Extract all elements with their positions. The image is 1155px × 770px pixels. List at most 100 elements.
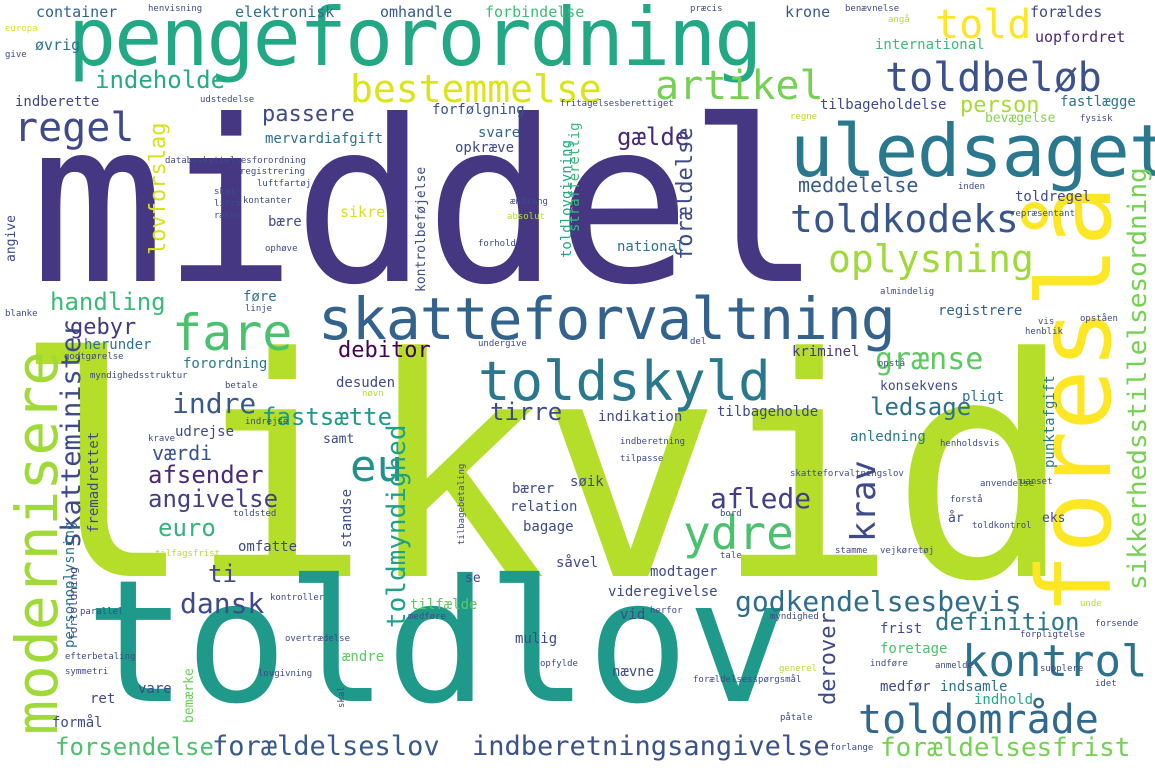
word-se: se xyxy=(465,571,481,586)
word-samt: samt xyxy=(323,432,355,447)
word-gebyr: gebyr xyxy=(70,315,137,340)
word-kontanter: kontanter xyxy=(243,196,292,206)
word-regel: regel xyxy=(14,105,135,151)
word-modtager: modtager xyxy=(650,564,718,580)
word-supplere: generel xyxy=(779,664,817,674)
word-uledsaget: uledsaget xyxy=(790,109,1155,193)
word-fastlaegge: fastlægge xyxy=(1060,94,1136,110)
word-meddelelse: meddelelse xyxy=(798,173,919,197)
word-toldkodeks: toldkodeks xyxy=(790,197,1019,241)
word-toldsted: anvendelse xyxy=(980,479,1035,489)
word-forbindelse: forbindelse xyxy=(485,3,585,21)
word-regne: regne xyxy=(790,112,818,122)
word-standse: standse xyxy=(339,488,355,548)
word-naa: ændring xyxy=(510,197,548,207)
word-luftfartoej: luftfartøj xyxy=(257,179,312,189)
word-indhold: indhold xyxy=(974,692,1034,708)
word-godkendelsesbevis: godkendelsesbevis xyxy=(735,585,1022,618)
word-fastsaette: fastsætte xyxy=(262,403,393,431)
word-pligt: pligt xyxy=(962,389,1005,405)
word-tilfaelde: tilfælde xyxy=(410,597,478,613)
word-indberetningsangivelse: indberetningsangivelse xyxy=(472,731,830,762)
word-kontroller: stamme xyxy=(835,546,868,556)
word-medfoer: medfør xyxy=(880,679,931,695)
word-indeholde: indeholde xyxy=(95,66,226,94)
word-bemaerke: bemærke xyxy=(182,668,197,723)
word-godtgoerelse: godtgørelse xyxy=(64,352,124,362)
word-told: told xyxy=(935,2,1032,48)
word-paatale: supplere xyxy=(1040,664,1084,674)
word-angaa: angå xyxy=(888,15,910,25)
word-formaal: formål xyxy=(52,715,103,731)
word-soeik: søik xyxy=(570,474,604,490)
word-myndighedsstruktur: myndighedsstruktur xyxy=(90,371,188,381)
word-kriminel: kriminel xyxy=(792,344,860,360)
word-relation: relation xyxy=(510,499,578,515)
word-baerer: bærer xyxy=(512,481,555,497)
word-fritagelsesberettiget: fritagelsesberettiget xyxy=(560,99,674,109)
word-indrejse: indrejse xyxy=(245,417,289,427)
word-fysisk: fysisk xyxy=(1080,114,1113,124)
word-ret: ret xyxy=(90,691,116,707)
word-angivelse: angivelse xyxy=(148,485,279,513)
word-aendring: forlange xyxy=(830,743,874,753)
word-toldkontrol: tale xyxy=(720,551,742,561)
word-oplysning: oplysning xyxy=(828,237,1034,281)
word-krone: krone xyxy=(785,3,831,21)
word-tilbageholde: tilbageholde xyxy=(717,404,819,420)
word-foraeldelseslov: forældelseslov xyxy=(212,731,440,762)
word-vaerdi: værdi xyxy=(152,441,213,465)
word-unde: toldkontrol xyxy=(972,521,1032,531)
word-opfylde: efterbetaling xyxy=(65,652,136,662)
word-international: international xyxy=(875,37,985,53)
word-betale: betale xyxy=(225,381,258,391)
word-elektronisk: elektronisk xyxy=(235,3,335,21)
word-indsamle: indsamle xyxy=(940,679,1008,695)
word-lovgivning: indføre xyxy=(870,659,908,669)
word-raekke: række xyxy=(214,211,242,221)
word-definition: definition xyxy=(935,608,1080,636)
word-registrere: registrere xyxy=(938,303,1023,319)
word-videregivelse: videregivelse xyxy=(608,584,718,600)
word-ti: ti xyxy=(208,560,237,588)
word-angive: angive xyxy=(4,215,19,262)
word-fremadrettet: fremadrettet xyxy=(86,431,102,533)
word-ledsage: ledsage xyxy=(870,393,972,421)
word-kontrolbefoejelse: kontrolbeføjelse xyxy=(414,166,429,292)
word-benaevnelse: benævnelse xyxy=(845,4,900,14)
word-foraeldes: forældes xyxy=(1030,3,1103,21)
word-bestemmelse: bestemmelse xyxy=(350,67,602,111)
word-medfoere: parallel xyxy=(80,607,124,617)
word-tale: vejkøretøj xyxy=(880,546,935,556)
word-myndighed: medføre xyxy=(408,612,446,622)
word-opkraeve: opkræve xyxy=(455,140,515,156)
word-foretage: foretage xyxy=(880,641,948,657)
word-parallel: kontroller xyxy=(270,593,325,603)
word-tirre: tirre xyxy=(490,398,563,426)
word-sikre: sikre xyxy=(340,203,386,221)
word-omhandle: omhandle xyxy=(380,3,453,21)
word-lovforslag: lovforslag xyxy=(146,122,171,255)
word-indre: indre xyxy=(172,387,257,420)
word-ydre: ydre xyxy=(683,506,794,560)
word-europa: påtale xyxy=(780,713,813,723)
word-konsekvens: konsekvens xyxy=(880,379,959,394)
word-eks: eks xyxy=(1042,511,1066,526)
word-vejkoeretoej: toldsted xyxy=(233,509,277,519)
word-indikation: indikation xyxy=(598,409,683,425)
word-tilfagsfrist: bord xyxy=(720,509,742,519)
word-container: container xyxy=(36,3,118,21)
word-efterbetaling: forpligtelse xyxy=(1020,630,1086,640)
word-saavel: såvel xyxy=(556,555,599,571)
word-omfatte: omfatte xyxy=(238,539,298,555)
word-forfoelgning: forfølgning xyxy=(432,102,525,118)
word-forpligtelse: herfor xyxy=(650,606,683,616)
word-opstaaen: opståen xyxy=(1080,314,1118,324)
word-frist: frist xyxy=(880,621,923,637)
word-inden: inden xyxy=(958,182,986,192)
word-anledning: anledning xyxy=(850,429,926,445)
word-fortoldning: give xyxy=(5,50,27,60)
word-gaelde: gælde xyxy=(617,123,690,151)
word-bagage: bagage xyxy=(523,519,574,535)
